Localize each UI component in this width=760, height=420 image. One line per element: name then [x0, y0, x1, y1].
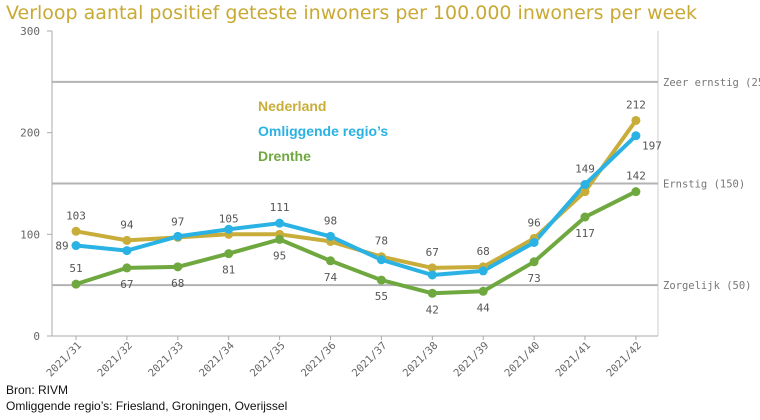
data-label: 117	[575, 227, 595, 240]
data-label: 149	[575, 163, 595, 176]
data-label: 95	[273, 249, 286, 262]
data-point	[580, 187, 590, 197]
series-line	[74, 133, 638, 277]
data-point	[427, 270, 437, 280]
data-label: 212	[626, 98, 646, 111]
data-point	[224, 249, 234, 259]
x-tick-label: 2021/42	[604, 340, 644, 380]
chart-title: Verloop aantal positief geteste inwoners…	[6, 2, 698, 24]
y-tick-label: 200	[20, 127, 40, 140]
data-point	[326, 256, 335, 266]
series-line	[74, 189, 638, 296]
data-label: 97	[171, 215, 184, 228]
data-label: 94	[120, 218, 134, 231]
y-tick-label: 0	[33, 330, 40, 343]
data-point	[529, 257, 539, 267]
data-point	[326, 231, 335, 241]
data-label: 42	[426, 303, 439, 316]
data-label: 111	[270, 201, 290, 214]
x-tick-label: 2021/34	[197, 340, 237, 380]
data-point	[275, 234, 285, 244]
reference-label: Ernstig (150)	[663, 179, 745, 191]
y-tick-label: 100	[20, 228, 40, 241]
data-point	[71, 241, 81, 251]
data-label: 55	[375, 290, 388, 303]
data-point	[529, 237, 539, 247]
data-label: 89	[55, 240, 68, 253]
data-label: 105	[219, 212, 239, 225]
data-point	[173, 231, 183, 241]
data-label: 103	[66, 209, 86, 222]
data-label: 44	[477, 301, 491, 314]
x-tick-label: 2021/31	[44, 340, 84, 380]
data-point	[631, 187, 641, 197]
x-tick-label: 2021/37	[350, 340, 390, 380]
data-point	[122, 246, 132, 256]
data-point	[173, 262, 183, 272]
data-label: 68	[477, 245, 490, 258]
x-tick-label: 2021/38	[401, 340, 441, 380]
x-tick-label: 2021/40	[502, 340, 542, 380]
data-label: 68	[171, 277, 184, 290]
data-label: 51	[69, 262, 82, 275]
data-label: 67	[120, 278, 133, 291]
data-point	[122, 235, 132, 245]
x-tick-label: 2021/33	[146, 340, 186, 380]
data-point	[376, 255, 386, 265]
x-tick-label: 2021/32	[95, 340, 135, 380]
legend-entry: Omliggende regio’s	[258, 123, 388, 139]
data-label: 96	[527, 216, 540, 229]
reference-label: Zorgelijk (50)	[663, 280, 752, 292]
data-point	[376, 275, 386, 285]
data-point	[71, 279, 81, 289]
x-tick-label: 2021/39	[452, 340, 492, 380]
data-point	[427, 263, 437, 273]
data-point	[478, 266, 488, 276]
data-point	[122, 263, 132, 273]
data-point	[631, 131, 641, 141]
y-tick-label: 300	[20, 25, 40, 38]
x-tick-label: 2021/35	[248, 340, 288, 380]
reference-label: Zeer ernstig (250)	[663, 77, 760, 89]
legend-entry: Drenthe	[258, 148, 311, 164]
data-point	[224, 224, 234, 234]
data-label: 67	[426, 246, 439, 259]
data-label: 142	[626, 170, 646, 183]
data-label: 78	[375, 235, 388, 248]
data-point	[631, 115, 641, 125]
data-point	[580, 212, 590, 222]
source-note: Bron: RIVM Omliggende regio’s: Friesland…	[6, 382, 287, 414]
regions-note: Omliggende regio’s: Friesland, Groningen…	[6, 399, 288, 413]
x-tick-label: 2021/36	[299, 340, 339, 380]
data-point	[71, 226, 81, 236]
data-point	[427, 288, 437, 298]
data-label: 74	[324, 271, 338, 284]
data-label: 98	[324, 214, 337, 227]
data-point	[275, 218, 285, 228]
data-label: 197	[642, 140, 662, 153]
data-point	[478, 286, 488, 296]
x-tick-label: 2021/41	[553, 340, 593, 380]
data-point	[580, 180, 590, 190]
data-label: 81	[222, 264, 235, 277]
data-label: 73	[527, 272, 540, 285]
source-line: Bron: RIVM	[6, 383, 69, 397]
legend-entry: Nederland	[258, 98, 326, 114]
